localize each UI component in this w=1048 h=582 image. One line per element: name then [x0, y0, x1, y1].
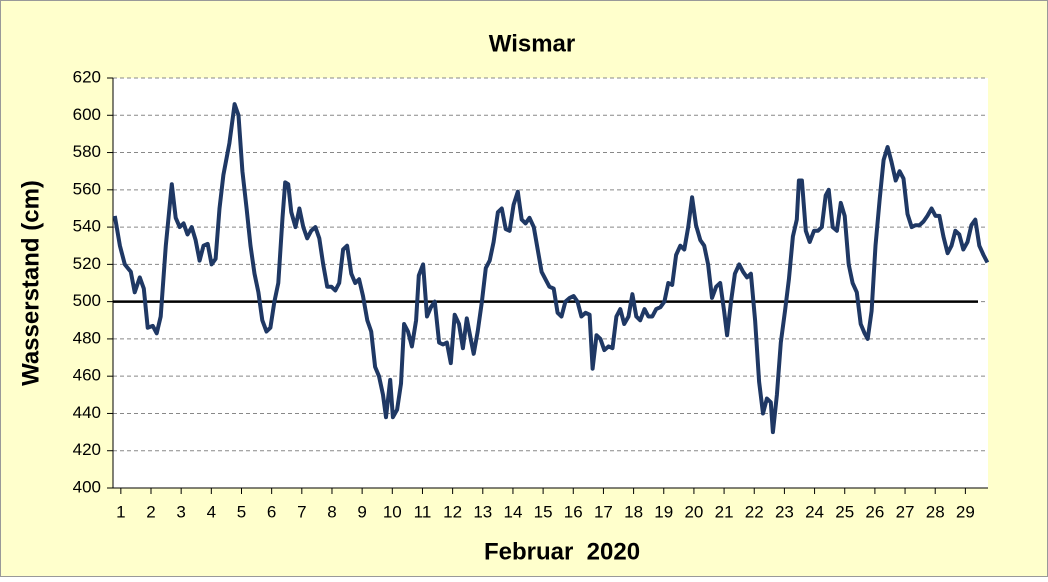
x-tick-label: 25 — [835, 502, 854, 521]
x-tick-label: 14 — [503, 502, 522, 521]
x-tick-label: 24 — [805, 502, 824, 521]
x-tick-label: 9 — [357, 502, 366, 521]
x-tick-label: 16 — [564, 502, 583, 521]
x-tick-label: 28 — [926, 502, 945, 521]
y-tick-label: 440 — [73, 403, 101, 422]
x-tick-label: 2 — [146, 502, 155, 521]
y-tick-label: 520 — [73, 254, 101, 273]
x-tick-label: 5 — [237, 502, 246, 521]
y-tick-label: 600 — [73, 105, 101, 124]
x-tick-label: 6 — [267, 502, 276, 521]
y-tick-label: 420 — [73, 440, 101, 459]
data-line — [112, 102, 990, 435]
x-tick-label: 11 — [414, 502, 432, 521]
y-tick-label: 580 — [73, 142, 101, 161]
x-tick-label: 3 — [176, 502, 185, 521]
y-tick-label: 460 — [73, 366, 101, 385]
y-tick-label: 540 — [73, 217, 101, 236]
x-tick-label: 12 — [443, 502, 462, 521]
x-tick-label: 23 — [775, 502, 794, 521]
x-tick-label: 19 — [654, 502, 673, 521]
y-tick-label: 560 — [73, 179, 101, 198]
y-tick-label: 620 — [73, 67, 101, 86]
y-axis-label: Wasserstand (cm) — [17, 180, 44, 386]
plot-area — [113, 78, 988, 488]
x-axis-label: Februar 2020 — [484, 538, 640, 565]
x-tick-label: 4 — [207, 502, 216, 521]
chart-title: Wismar — [489, 30, 575, 57]
x-tick-label: 22 — [745, 502, 764, 521]
x-tick-label: 13 — [473, 502, 492, 521]
x-tick-label: 15 — [534, 502, 553, 521]
x-tick-label: 10 — [383, 502, 402, 521]
x-tick-label: 20 — [684, 502, 703, 521]
x-tick-label: 1 — [116, 502, 125, 521]
x-tick-label: 26 — [865, 502, 884, 521]
x-tick-label: 27 — [896, 502, 915, 521]
x-tick-label: 29 — [956, 502, 975, 521]
y-tick-label: 500 — [73, 291, 101, 310]
x-tick-label: 17 — [594, 502, 613, 521]
x-tick-label: 7 — [297, 502, 306, 521]
x-tick-label: 8 — [327, 502, 336, 521]
x-tick-label: 21 — [715, 502, 734, 521]
x-tick-label: 18 — [624, 502, 643, 521]
y-tick-label: 400 — [73, 477, 101, 496]
y-tick-label: 480 — [73, 328, 101, 347]
